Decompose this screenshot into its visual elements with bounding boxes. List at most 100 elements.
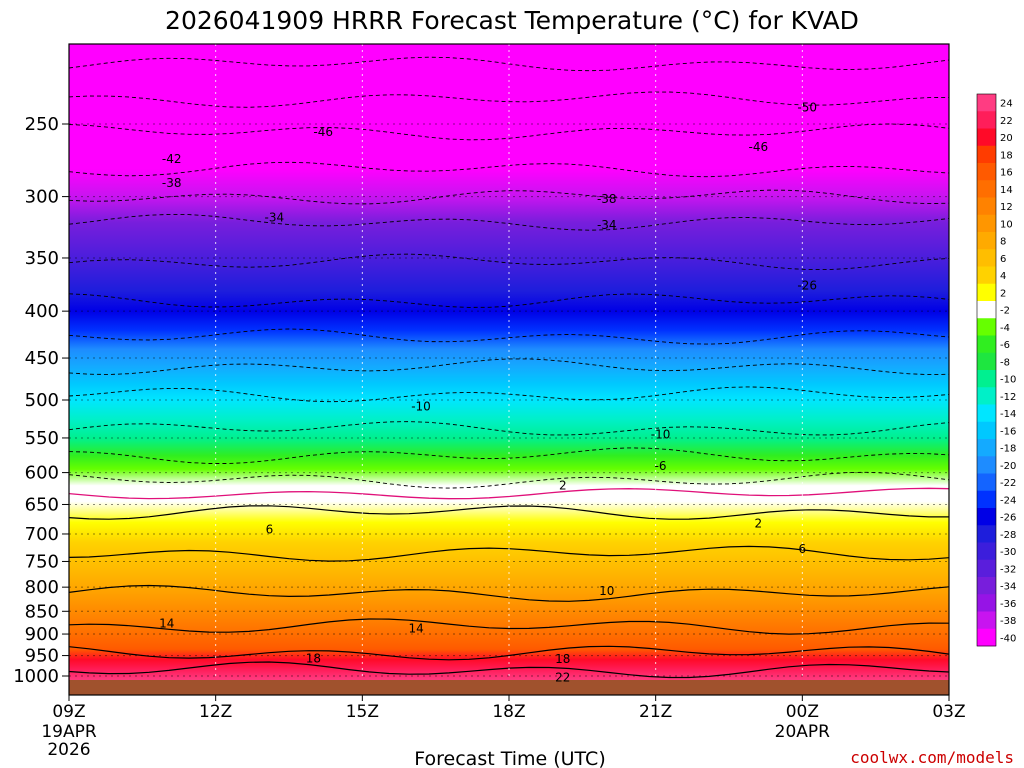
contour-label: 22 <box>555 671 570 685</box>
contour-label: -46 <box>749 140 769 154</box>
colorbar-label: -2 <box>1000 306 1010 317</box>
colorbar-swatch <box>977 301 996 319</box>
colorbar-label: 20 <box>1000 133 1013 144</box>
y-tick-label: 550 <box>25 428 59 449</box>
colorbar-label: -14 <box>1000 409 1016 420</box>
contour-label: -50 <box>797 101 817 115</box>
isotherm--30 <box>69 253 949 271</box>
colorbar-swatch <box>977 111 996 129</box>
colorbar-swatch <box>977 232 996 250</box>
contour-label: -38 <box>597 192 617 206</box>
colorbar-label: 12 <box>1000 202 1013 213</box>
x-tick-label: 12Z <box>199 702 232 722</box>
isotherm--22 <box>69 328 949 345</box>
ground-surface <box>69 679 949 695</box>
colorbar-swatch <box>977 145 996 164</box>
colorbar-swatch <box>977 335 996 354</box>
contour-label: -6 <box>655 459 667 473</box>
colorbar-swatch <box>977 404 996 423</box>
x-tick-sublabel: 19APR <box>41 722 97 742</box>
colorbar-swatch <box>977 473 996 492</box>
colorbar-swatch <box>977 456 996 474</box>
contour-label: -42 <box>162 152 182 166</box>
colorbar-label: 14 <box>1000 185 1013 196</box>
contour-label: -38 <box>162 176 182 190</box>
colorbar-swatch <box>977 318 996 336</box>
x-tick-label: 09Z <box>52 702 85 722</box>
colorbar-swatch <box>977 387 996 405</box>
credit-link[interactable]: coolwx.com/models <box>850 748 1014 767</box>
colorbar: 24 22 20 18 16 14 12 10 8 6 4 2 -2 -4 -6 -8 -10 -12 -14 -16… <box>976 93 1016 647</box>
colorbar-label: -22 <box>1000 478 1016 489</box>
chart-title: 2026041909 HRRR Forecast Temperature (°C… <box>165 6 859 35</box>
colorbar-swatch <box>977 249 996 267</box>
y-tick-label: 250 <box>25 114 59 135</box>
colorbar-label: 2 <box>1000 288 1006 299</box>
contour-labels: -50-46-46-42-38-38-34-34-26-10-10-622661… <box>159 101 817 685</box>
colorbar-label: 24 <box>1000 99 1013 110</box>
colorbar-swatch <box>977 421 996 440</box>
colorbar-swatch <box>977 628 996 647</box>
y-tick-label: 300 <box>25 187 59 208</box>
x-tick-label: 15Z <box>346 702 379 722</box>
contour-label: -34 <box>597 218 617 232</box>
x-tick-sublabel: 20APR <box>775 722 831 742</box>
colorbar-swatch <box>977 611 996 630</box>
x-tick-label: 21Z <box>639 702 672 722</box>
contour-label: 18 <box>555 652 570 666</box>
x-axis-label: Forecast Time (UTC) <box>414 748 605 768</box>
y-tick-label: 1000 <box>13 666 59 687</box>
colorbar-label: -12 <box>1000 392 1016 403</box>
colorbar-label: -18 <box>1000 444 1016 455</box>
colorbar-label: 8 <box>1000 237 1006 248</box>
colorbar-label: -30 <box>1000 547 1016 558</box>
contour-label: 18 <box>306 651 321 665</box>
contour-label: 10 <box>599 584 614 598</box>
colorbar-label: 6 <box>1000 254 1006 265</box>
colorbar-label: -36 <box>1000 599 1016 610</box>
colorbar-label: -26 <box>1000 513 1016 524</box>
y-tick-label: 900 <box>25 624 59 645</box>
colorbar-label: -24 <box>1000 495 1016 506</box>
y-tick-label: 450 <box>25 348 59 369</box>
y-tick-label: 800 <box>25 577 59 598</box>
colorbar-swatch <box>977 542 996 561</box>
colorbar-label: 10 <box>1000 219 1013 230</box>
colorbar-swatch <box>977 490 996 509</box>
x-tick-sublabel: 2026 <box>47 740 90 760</box>
colorbar-label: -10 <box>1000 375 1016 386</box>
colorbar-label: -40 <box>1000 633 1016 644</box>
colorbar-label: -20 <box>1000 461 1016 472</box>
colorbar-swatch <box>977 594 996 612</box>
isotherm--26 <box>69 293 949 308</box>
colorbar-label: 18 <box>1000 150 1013 161</box>
colorbar-label: -34 <box>1000 582 1016 593</box>
isotherm--38 <box>69 189 949 205</box>
y-tick-label: 350 <box>25 248 59 269</box>
y-axis: 2503003504004505005506006507007508008509… <box>13 114 69 687</box>
y-tick-label: 500 <box>25 390 59 411</box>
colorbar-swatch <box>977 370 996 388</box>
colorbar-swatch <box>977 180 996 198</box>
colorbar-swatch <box>977 559 996 578</box>
colorbar-label: -16 <box>1000 426 1016 437</box>
colorbar-frame <box>976 93 997 647</box>
colorbar-swatch <box>977 214 996 233</box>
colorbar-swatch <box>977 525 996 543</box>
contour-label: 14 <box>408 622 423 636</box>
grid-lines <box>69 44 949 695</box>
contour-label: 6 <box>266 522 274 536</box>
x-tick-label: 03Z <box>932 702 965 722</box>
isotherm--14 <box>69 386 949 403</box>
colorbar-label: -6 <box>1000 340 1010 351</box>
colorbar-label: -28 <box>1000 530 1016 541</box>
y-tick-label: 950 <box>25 646 59 667</box>
y-tick-label: 650 <box>25 494 59 515</box>
colorbar-swatch <box>977 352 996 371</box>
contour-label: 2 <box>559 479 567 493</box>
x-tick-label: 00Z <box>786 702 819 722</box>
colorbar-swatch <box>977 163 996 181</box>
contour-label: 14 <box>159 616 174 630</box>
